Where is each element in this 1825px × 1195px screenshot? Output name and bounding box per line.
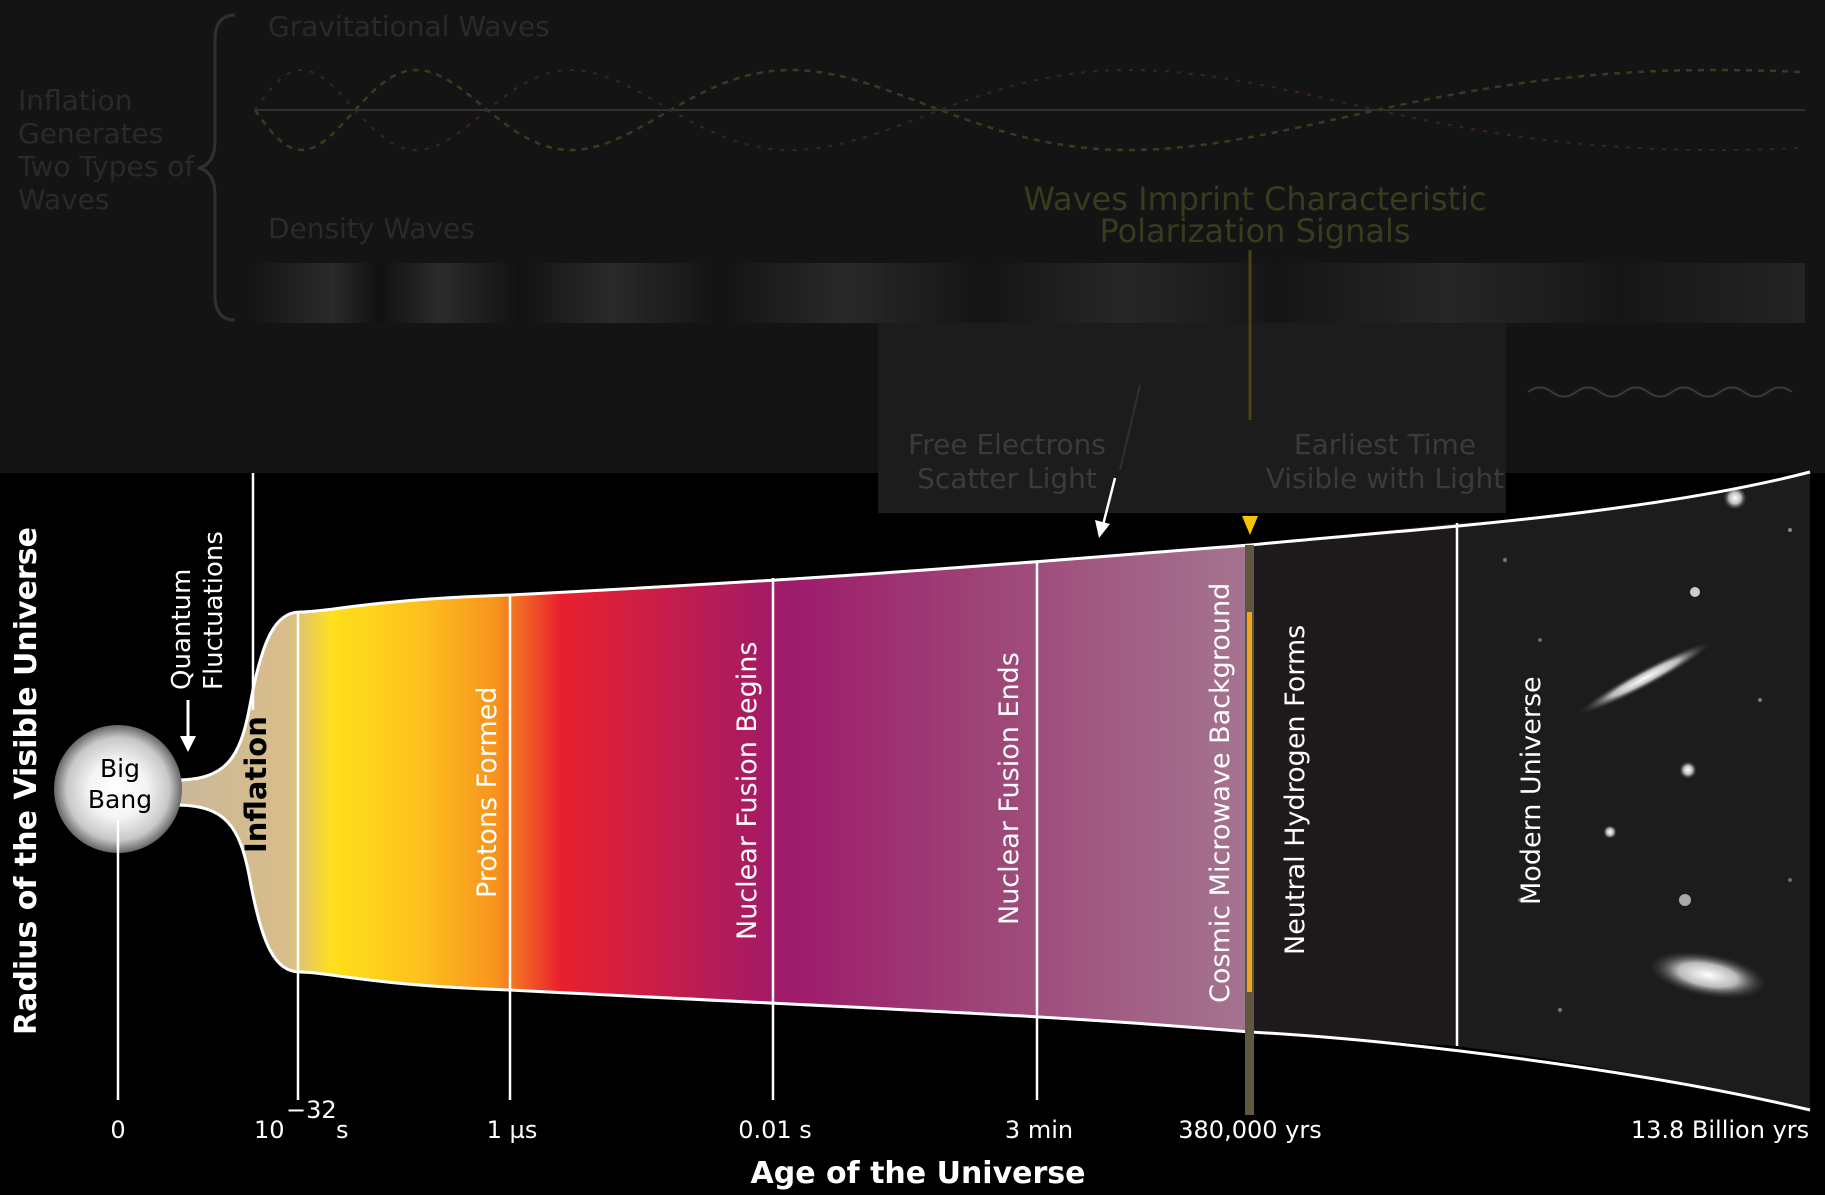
inflation-types-label-4: Waves <box>18 183 109 216</box>
visible-label-1: Earliest Time <box>1294 428 1476 461</box>
scatter-light-arrow <box>1095 520 1110 538</box>
x-axis-title: Age of the Universe <box>751 1156 1086 1191</box>
modern-universe-region <box>1457 472 1810 1110</box>
tick-label-13-8-billion-yrs: 13.8 Billion yrs <box>1631 1116 1809 1144</box>
scatter-label-1: Free Electrons <box>908 428 1106 461</box>
universe-shape <box>54 470 1811 1115</box>
big-bang-label-1: Big <box>100 754 140 783</box>
spiral-galaxy-edge-on <box>1578 641 1712 715</box>
universe-upper-outline <box>174 470 1811 782</box>
density-waves-label: Density Waves <box>268 212 475 245</box>
tick-label-001s: 0.01 s <box>738 1116 812 1144</box>
density-wave-band <box>255 263 1805 323</box>
top-panel: Inflation Generates Two Types of Waves G… <box>0 0 1825 513</box>
polarization-imprint-label-2: Polarization Signals <box>1099 212 1410 250</box>
tick-label-1e-32-unit: s <box>336 1116 349 1144</box>
neutral-hydrogen-region <box>1250 523 1457 1046</box>
y-axis-title: Radius of the Visible Universe <box>9 527 44 1035</box>
age-axis: 0 10 −32 s 1 µs 0.01 s 3 min 380,000 yrs… <box>9 527 1809 1191</box>
inflation-types-label-3: Two Types of <box>17 150 195 183</box>
annotation-arrows <box>180 477 1258 752</box>
elliptical-galaxy <box>1648 950 1768 1000</box>
polarization-imprint-label-1: Waves Imprint Characteristic <box>1023 180 1486 218</box>
era-divider-lines <box>116 473 1459 1100</box>
era-nuclear-fusion-ends: Nuclear Fusion Ends <box>994 652 1025 925</box>
diagram-labels: Big Bang Quantum Fluctuations Inflation … <box>88 531 1547 1003</box>
tick-label-3min: 3 min <box>1005 1116 1073 1144</box>
expanding-universe-body <box>152 545 1250 1032</box>
quantum-fluctuations-label-2: Fluctuations <box>199 531 229 690</box>
gravitational-waves-label: Gravitational Waves <box>268 10 550 43</box>
gravitational-wave-curve-alt <box>254 68 1804 152</box>
inflation-types-label-2: Generates <box>18 117 163 150</box>
era-nuclear-fusion-begins: Nuclear Fusion Begins <box>732 642 763 940</box>
polarization-wave-small <box>1527 386 1793 398</box>
big-bang-label-2: Bang <box>88 785 152 814</box>
era-protons-formed: Protons Formed <box>472 687 503 898</box>
cmb-highlight-line <box>1247 612 1252 992</box>
big-bang-sphere <box>54 725 182 853</box>
brace-bracket <box>197 13 236 322</box>
universe-lower-outline <box>174 803 1811 1112</box>
era-neutral-hydrogen-forms: Neutral Hydrogen Forms <box>1280 625 1311 955</box>
scatter-label-2: Scatter Light <box>917 462 1097 495</box>
star-cluster-top <box>1723 486 1747 510</box>
visible-label-2: Visible with Light <box>1266 462 1505 495</box>
era-modern-universe: Modern Universe <box>1516 676 1547 905</box>
tick-label-1us: 1 µs <box>487 1116 538 1144</box>
tick-label-0: 0 <box>110 1116 125 1144</box>
tick-label-380000yrs: 380,000 yrs <box>1178 1116 1321 1144</box>
quantum-fluctuations-label-1: Quantum <box>167 569 197 690</box>
inflation-label: Inflation <box>239 716 273 853</box>
tick-label-1e-32-exponent: −32 <box>286 1096 337 1124</box>
quantum-fluctuations-arrow <box>180 736 196 752</box>
earliest-visible-arrow <box>1242 516 1258 535</box>
inflation-types-label-1: Inflation <box>18 84 132 117</box>
tick-label-1e-32-base: 10 <box>254 1116 285 1144</box>
gravitational-wave-curve <box>253 68 1804 152</box>
era-cosmic-microwave-background: Cosmic Microwave Background <box>1205 583 1236 1003</box>
